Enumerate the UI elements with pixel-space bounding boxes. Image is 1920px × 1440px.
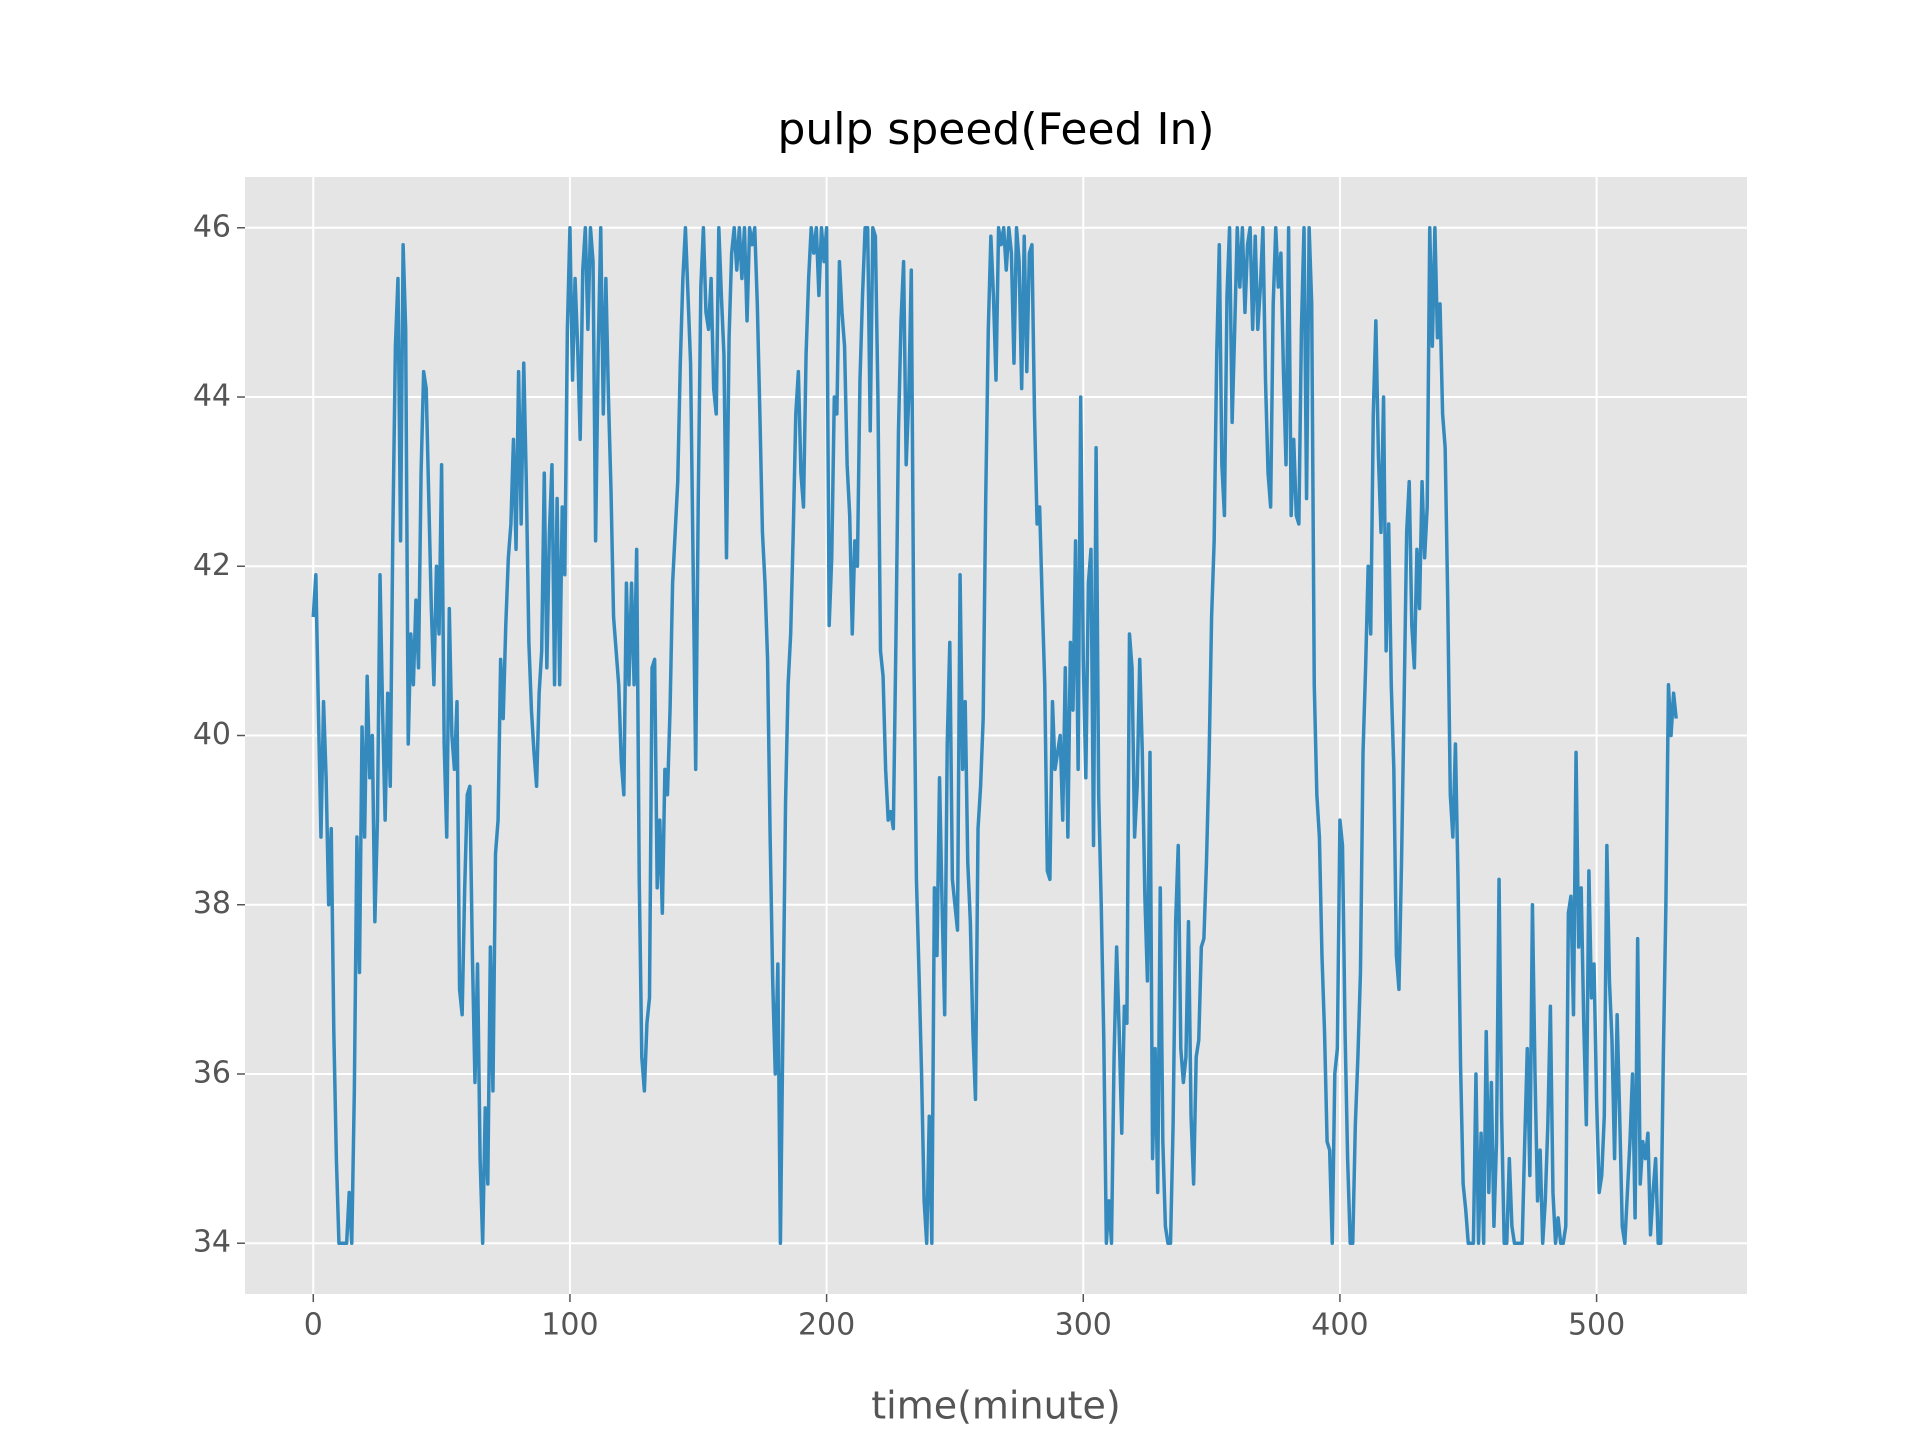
marks [311,226,1678,1245]
x-tick-label: 0 [304,1308,323,1343]
x-tick-label: 200 [798,1308,855,1343]
y-tick-label: 34 [193,1225,231,1260]
y-tick-label: 40 [193,717,231,752]
x-tick-label: 300 [1055,1308,1112,1343]
y-tick-label: 42 [193,548,231,583]
x-axis-label: time(minute) [871,1384,1121,1428]
x-tick-label: 500 [1568,1308,1625,1343]
x-tick-label: 100 [541,1308,598,1343]
y-tick-label: 38 [193,886,231,921]
data-line [311,226,1678,1245]
y-tick-label: 36 [193,1055,231,1090]
ticks: 0 100 200 300 400 500 34 36 38 40 42 44 46 [193,209,1625,1342]
y-tick-label: 44 [193,379,231,414]
y-tick-label: 46 [193,209,231,244]
x-tick-label: 400 [1311,1308,1368,1343]
chart-title: pulp speed(Feed In) [777,104,1214,155]
